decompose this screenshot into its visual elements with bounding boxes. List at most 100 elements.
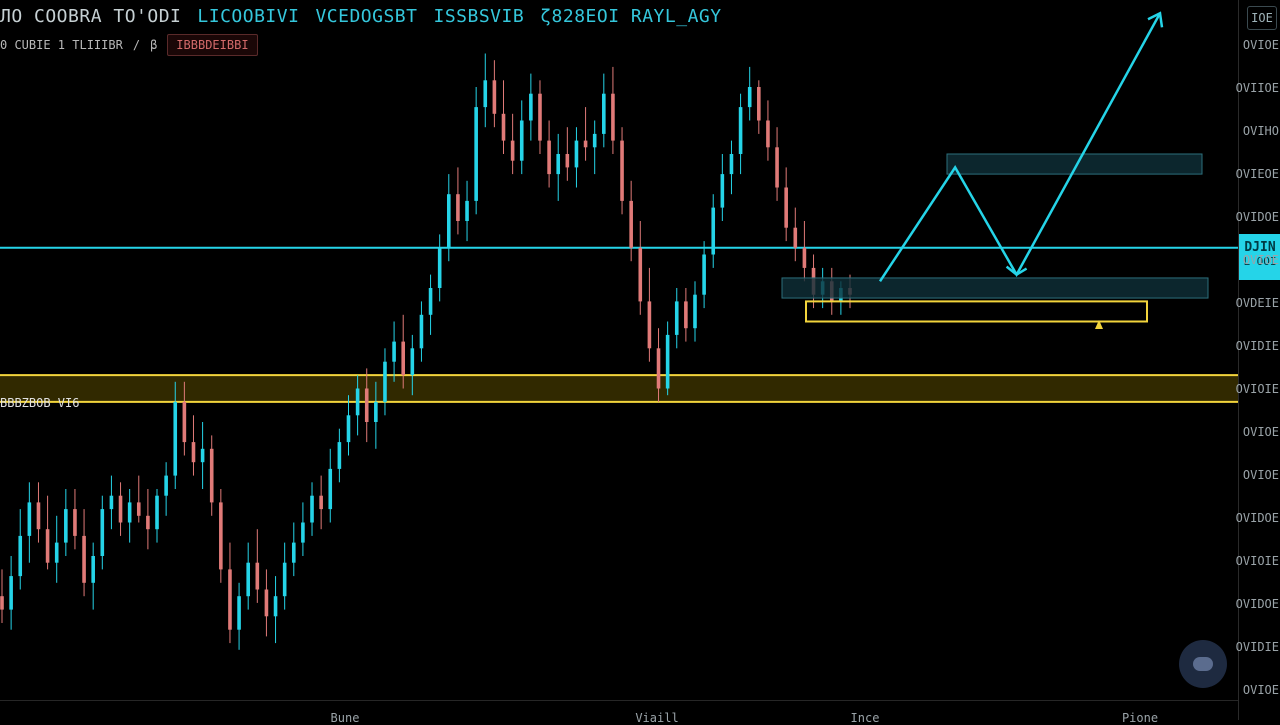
price-axis-label: OVIOE bbox=[1242, 38, 1279, 52]
indicator-separator: / bbox=[132, 38, 141, 52]
candle-body bbox=[529, 93, 533, 121]
candle-body bbox=[374, 401, 378, 422]
candle-body bbox=[27, 502, 32, 536]
candle-body bbox=[793, 227, 798, 248]
candle-body bbox=[54, 542, 59, 563]
candle-body bbox=[519, 120, 524, 161]
price-axis-label: OVIDOE bbox=[1235, 511, 1279, 525]
candle-body bbox=[401, 341, 406, 376]
price-axis[interactable]: IOE DJIN L OOI OVIOE OVIIOE OVIHO OVIEOE OVI… bbox=[1235, 0, 1280, 720]
candle-body bbox=[702, 254, 706, 295]
price-axis-label: OVIOE bbox=[1242, 253, 1279, 267]
candle-body bbox=[465, 200, 469, 221]
candle-body bbox=[291, 542, 296, 563]
header-segment: ISSBSVIB bbox=[433, 6, 525, 27]
candle-body bbox=[620, 140, 624, 201]
candle-body bbox=[656, 348, 661, 389]
candle-body bbox=[383, 361, 387, 402]
candle-body bbox=[602, 93, 606, 134]
arrow-head bbox=[1005, 265, 1028, 277]
candle-body bbox=[483, 80, 488, 108]
candle-body bbox=[118, 495, 123, 523]
candle-body bbox=[364, 388, 369, 422]
candle-body bbox=[729, 154, 734, 175]
price-axis-label: OVIOE bbox=[1242, 468, 1279, 482]
candle-body bbox=[510, 140, 515, 161]
candle-body bbox=[410, 348, 415, 376]
candle-body bbox=[556, 154, 561, 175]
candle-body bbox=[738, 107, 743, 154]
entry-zone-box bbox=[805, 300, 1148, 323]
chat-button[interactable] bbox=[1179, 640, 1227, 688]
candle-body bbox=[100, 509, 105, 556]
projection-path bbox=[878, 12, 1162, 282]
candle-body bbox=[328, 468, 333, 510]
candle-body bbox=[456, 194, 460, 221]
current-price-value: DJIN bbox=[1244, 240, 1276, 255]
candle-body bbox=[592, 133, 597, 148]
candle-body bbox=[36, 502, 41, 530]
candle-body bbox=[191, 442, 196, 463]
candle-body bbox=[0, 596, 4, 610]
candle-body bbox=[565, 154, 570, 168]
current-price-sub: L OOI bbox=[1243, 255, 1277, 268]
candle-body bbox=[164, 475, 168, 496]
support-zone-label: BBBZBOB VI6 bbox=[0, 396, 80, 410]
support-zone bbox=[0, 375, 1238, 402]
candle-body bbox=[419, 314, 424, 349]
candle-body bbox=[109, 495, 114, 510]
target-box-upper bbox=[946, 153, 1203, 175]
candle-body bbox=[18, 535, 23, 577]
candle-body bbox=[684, 301, 688, 329]
candle-body bbox=[474, 107, 478, 201]
candle-body bbox=[200, 448, 205, 463]
candle-body bbox=[629, 200, 633, 248]
time-axis-label: Ince bbox=[850, 711, 880, 725]
candle-body bbox=[209, 448, 214, 503]
candle-body bbox=[173, 401, 178, 476]
candle-body bbox=[237, 596, 241, 630]
candle-body bbox=[766, 120, 770, 148]
time-axis-label: Bune bbox=[330, 711, 360, 725]
candle-body bbox=[492, 80, 497, 114]
header-segment: ЛO COOBRA TO'ODI bbox=[0, 6, 182, 27]
axis-settings-button[interactable]: IOE bbox=[1247, 6, 1277, 30]
candle-body bbox=[255, 562, 260, 590]
candle-body bbox=[784, 187, 788, 228]
candle-body bbox=[91, 556, 95, 583]
price-chart[interactable] bbox=[0, 0, 1238, 700]
alert-icon bbox=[1095, 320, 1103, 329]
indicator-badge[interactable]: IBBBDEIBBI bbox=[167, 34, 258, 56]
candle-body bbox=[346, 415, 351, 443]
candle-body bbox=[757, 87, 761, 121]
candle-body bbox=[747, 87, 752, 108]
price-axis-label: OVIHO bbox=[1242, 124, 1279, 138]
candle-body bbox=[246, 562, 250, 597]
price-axis-label: OVIOIE bbox=[1235, 382, 1279, 396]
candle-body bbox=[720, 174, 725, 208]
candle-body bbox=[82, 535, 86, 583]
arrow-head bbox=[1147, 11, 1164, 28]
candle-body bbox=[802, 247, 807, 268]
candle-body bbox=[310, 495, 314, 523]
time-axis[interactable]: Bune Viaill Ince Pione bbox=[0, 700, 1238, 725]
candle-body bbox=[273, 596, 278, 617]
price-axis-label: OVIDOE bbox=[1235, 597, 1279, 611]
price-axis-label: OVIDIE bbox=[1235, 339, 1279, 353]
candle-body bbox=[693, 294, 697, 329]
candle-body bbox=[282, 562, 287, 597]
candle-body bbox=[583, 140, 588, 148]
candle-body bbox=[45, 529, 50, 563]
price-axis-label: OVDEIE bbox=[1235, 296, 1279, 310]
time-axis-label: Viaill bbox=[635, 711, 679, 725]
candle-body bbox=[155, 495, 159, 530]
candle-body bbox=[392, 341, 396, 362]
chart-header: ЛO COOBRA TO'ODI LICOOBIVI VCEDOGSBT ISSBSV… bbox=[0, 6, 738, 28]
candle-body bbox=[711, 207, 716, 255]
candle-body bbox=[574, 140, 579, 168]
chat-bubble-icon bbox=[1193, 657, 1213, 671]
price-axis-label: OVIDOE bbox=[1235, 210, 1279, 224]
header-segment: ζ828EOI RAYL_AGY bbox=[540, 6, 722, 27]
candle-body bbox=[611, 93, 615, 141]
candle-body bbox=[547, 140, 551, 175]
